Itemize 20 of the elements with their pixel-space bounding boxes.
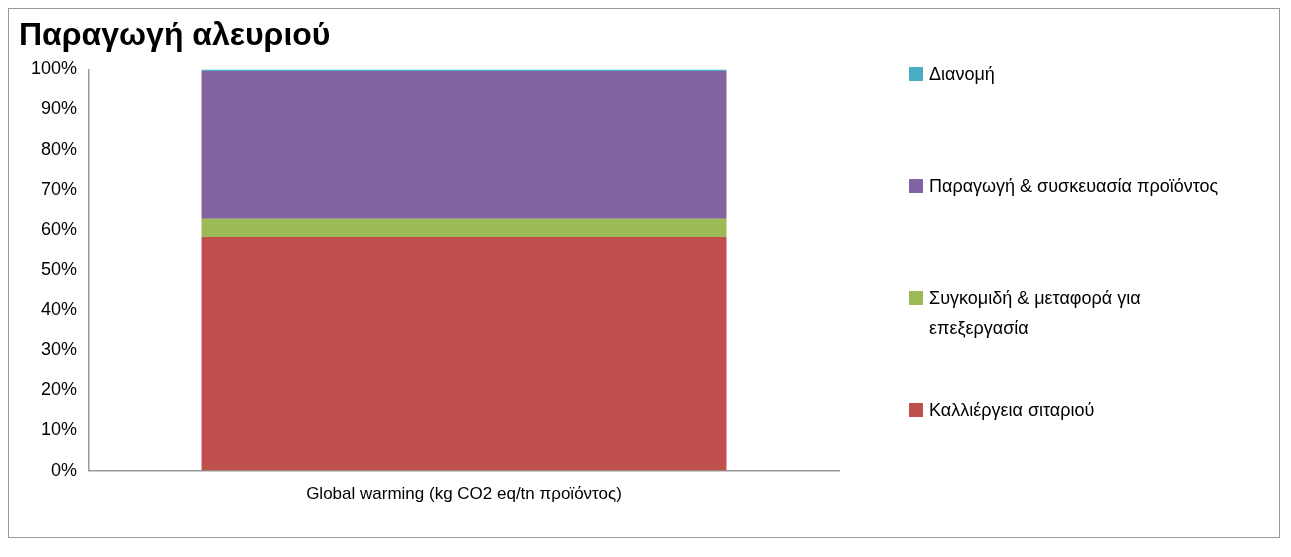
y-tick-label: 20%: [41, 379, 78, 400]
y-tick-label: 40%: [41, 299, 78, 320]
y-tick-label: 30%: [41, 339, 78, 360]
y-tick-label: 70%: [41, 178, 78, 199]
y-tick-label: 50%: [41, 258, 78, 279]
bar: [201, 237, 727, 471]
legend-label: Διανομή: [929, 63, 995, 86]
legend-label: Παραγωγή & συσκευασία προϊόντος: [929, 175, 1219, 198]
y-tick-label: 60%: [41, 218, 78, 239]
bar: [201, 218, 727, 238]
y-tick-label: 10%: [41, 419, 78, 440]
y-tick-label: 100%: [30, 58, 78, 79]
legend-label: Συγκομιδή & μεταφορά για επεξεργασία: [929, 287, 1142, 340]
y-tick-label: 0%: [51, 459, 78, 480]
chart-title: Παραγωγή αλευριού: [19, 16, 331, 53]
bar: [201, 71, 727, 219]
x-tick-label: Global warming (kg CO2 eq/tn προϊόντος): [306, 484, 622, 504]
legend-label: Καλλιέργεια σιταριού: [929, 399, 1095, 422]
y-tick-label: 80%: [41, 138, 78, 159]
y-tick-label: 90%: [41, 98, 78, 119]
